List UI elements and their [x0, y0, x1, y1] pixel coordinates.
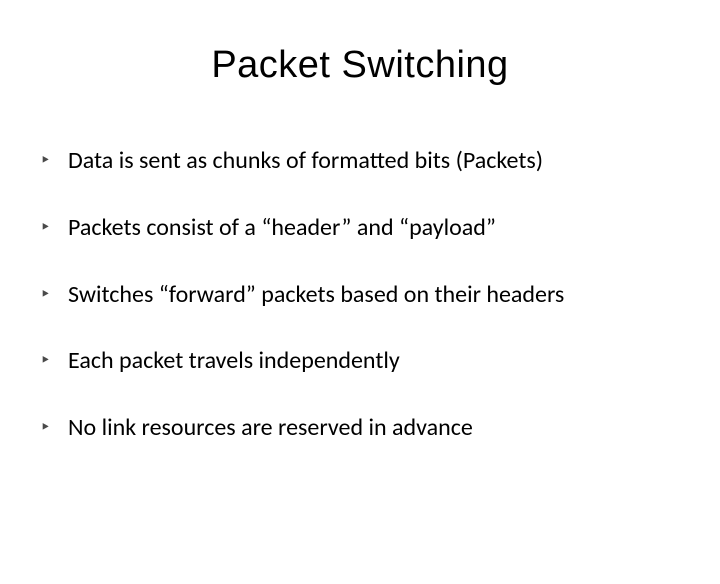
bullet-icon: ‣: [40, 218, 54, 236]
list-item: ‣ Data is sent as chunks of formatted bi…: [40, 147, 680, 176]
list-item: ‣ Each packet travels independently: [40, 347, 680, 376]
bullet-icon: ‣: [40, 151, 54, 169]
bullet-icon: ‣: [40, 351, 54, 369]
bullet-text: Each packet travels independently: [68, 347, 680, 376]
slide-title: Packet Switching: [0, 44, 720, 87]
bullet-text: Switches “forward” packets based on thei…: [68, 281, 680, 310]
bullet-icon: ‣: [40, 285, 54, 303]
list-item: ‣ Packets consist of a “header” and “pay…: [40, 214, 680, 243]
bullet-list: ‣ Data is sent as chunks of formatted bi…: [40, 147, 680, 443]
bullet-text: No link resources are reserved in advanc…: [68, 414, 680, 443]
list-item: ‣ Switches “forward” packets based on th…: [40, 281, 680, 310]
bullet-icon: ‣: [40, 418, 54, 436]
bullet-text: Data is sent as chunks of formatted bits…: [68, 147, 680, 176]
slide: Packet Switching ‣ Data is sent as chunk…: [0, 44, 720, 584]
list-item: ‣ No link resources are reserved in adva…: [40, 414, 680, 443]
bullet-text: Packets consist of a “header” and “paylo…: [68, 214, 680, 243]
